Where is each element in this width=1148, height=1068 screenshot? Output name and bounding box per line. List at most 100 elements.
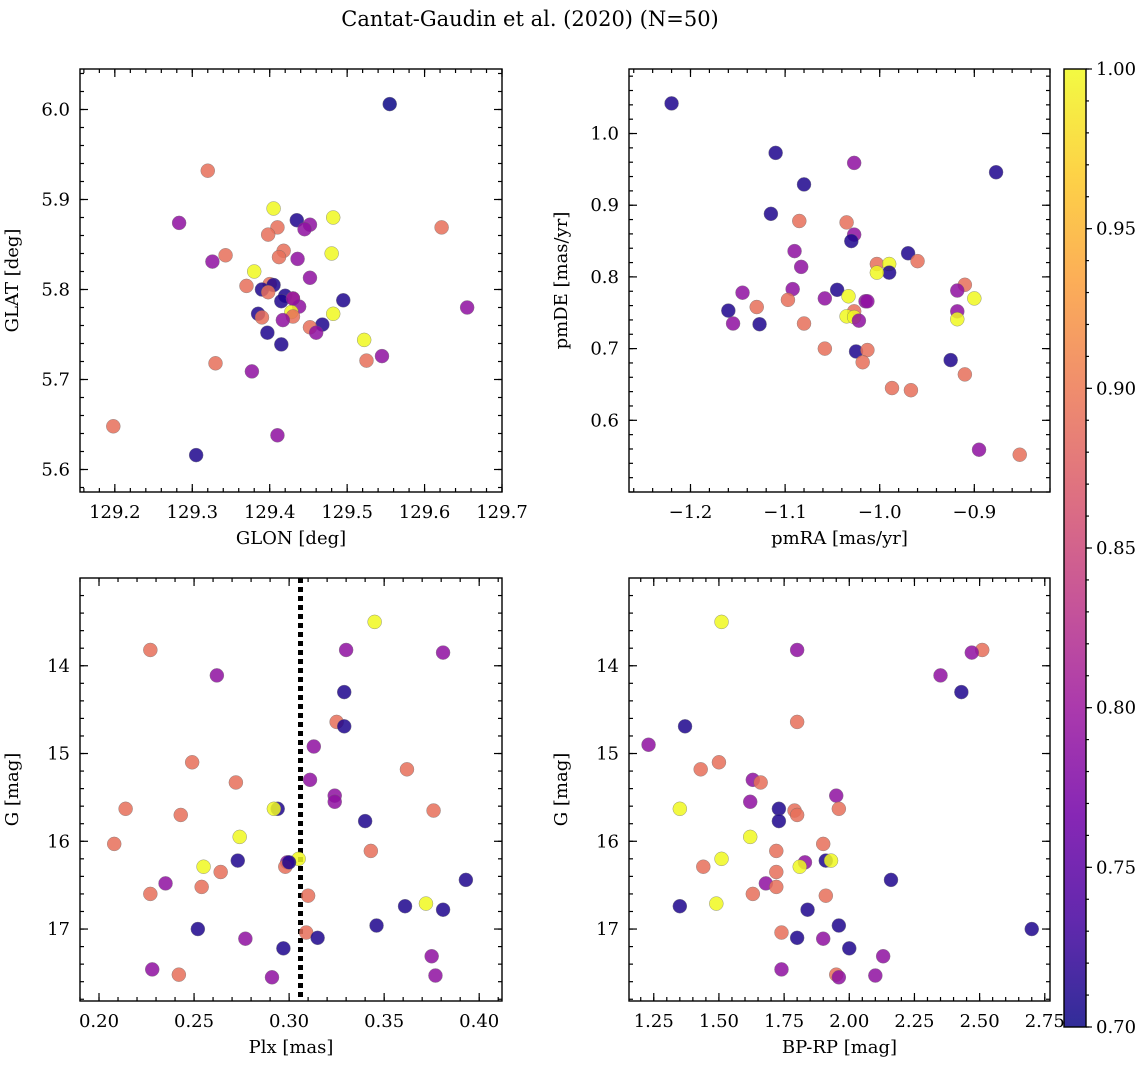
data-point — [881, 265, 897, 280]
data-point — [769, 843, 784, 859]
data-point — [823, 853, 839, 868]
y-tick-label: 5.7 — [41, 370, 70, 391]
data-point — [260, 325, 275, 340]
data-point — [860, 294, 875, 309]
data-point — [818, 888, 834, 903]
colorbar-tick-label: 0.85 — [1096, 538, 1136, 559]
data-point — [752, 317, 767, 332]
data-point — [842, 941, 857, 956]
data-point — [145, 962, 160, 977]
data-point — [266, 801, 282, 817]
y-tick-label: 14 — [596, 656, 619, 677]
data-point — [232, 829, 247, 845]
colorbar-tick-label: 0.75 — [1096, 857, 1136, 878]
data-point — [324, 246, 339, 261]
data-point — [264, 970, 280, 985]
data-point — [780, 292, 796, 308]
figure-title: Cantat-Gaudin et al. (2020) (N=50) — [341, 7, 719, 31]
data-point — [428, 968, 443, 983]
colorbar-tick-label: 0.90 — [1096, 378, 1136, 399]
data-point — [900, 246, 916, 261]
x-tick-label: 1.75 — [764, 1011, 804, 1032]
x-tick-label: 0.30 — [269, 1011, 309, 1032]
data-point — [831, 918, 847, 933]
panel-glon-glat: 129.2 129.3 129.4 129.5 129.6 129.7 5.6 5.7 5.8 5… — [2, 68, 528, 549]
data-point — [769, 864, 784, 880]
data-point — [308, 325, 324, 340]
data-point — [434, 220, 449, 235]
x-tick-label: −0.9 — [952, 502, 996, 523]
data-point — [709, 896, 724, 911]
data-point — [964, 645, 979, 660]
data-point — [1012, 447, 1027, 462]
x-tick-label: 129.3 — [167, 502, 219, 523]
data-point — [753, 775, 768, 790]
data-point — [693, 762, 708, 777]
data-point — [789, 807, 805, 823]
data-point — [228, 775, 244, 790]
x-tick-label: −1.0 — [858, 502, 902, 523]
y-tick-label: 0.9 — [590, 195, 619, 216]
data-point — [943, 352, 958, 368]
colorbar-gradient — [1064, 69, 1086, 1027]
data-point — [399, 762, 415, 777]
data-point — [260, 227, 276, 242]
data-point — [875, 949, 891, 964]
scatter-points — [106, 96, 475, 463]
colorbar-tick-label: 0.80 — [1096, 698, 1136, 719]
colorbar: 0.70 0.75 0.80 0.85 0.90 0.95 1.00 — [1063, 59, 1136, 1038]
data-point — [300, 888, 316, 903]
x-tick-label: 0.40 — [459, 1011, 499, 1032]
data-point — [336, 293, 351, 308]
data-point — [831, 801, 847, 817]
panel-pmra-pmde: −1.2 −1.1 −1.0 −0.9 0.6 0.7 0.8 0.9 1.0 pmRA [mas… — [551, 68, 1051, 549]
data-point — [672, 801, 688, 817]
axes-frame — [79, 577, 503, 1002]
data-point — [302, 772, 318, 788]
x-tick-label: −1.2 — [669, 502, 713, 523]
data-point — [768, 145, 783, 161]
data-point — [458, 872, 474, 888]
data-point — [967, 291, 982, 306]
x-axis-label: GLON [deg] — [236, 528, 346, 549]
data-point — [792, 213, 807, 229]
data-point — [971, 442, 987, 457]
data-point — [714, 614, 729, 630]
data-point — [743, 829, 758, 845]
data-point — [696, 859, 711, 874]
data-point — [184, 755, 200, 770]
data-point — [374, 348, 390, 364]
data-point — [238, 931, 253, 946]
y-tick-label: 6.0 — [41, 100, 70, 121]
colorbar-tick-label: 1.00 — [1096, 59, 1136, 80]
data-point — [816, 836, 831, 852]
data-point — [831, 970, 847, 985]
data-point — [426, 803, 441, 818]
data-point — [664, 96, 679, 111]
colorbar-tick-label: 0.70 — [1096, 1017, 1136, 1038]
y-tick-label: 5.6 — [41, 460, 70, 481]
axes-frame — [628, 577, 1051, 1002]
panel-bprp-g: 1.25 1.50 1.75 2.00 2.25 2.50 2.75 14 15 16 17 BP-R… — [551, 577, 1065, 1058]
data-point — [672, 899, 688, 914]
x-tick-label: 129.5 — [321, 502, 373, 523]
data-point — [774, 925, 789, 940]
data-point — [254, 310, 270, 325]
data-point — [769, 879, 784, 895]
data-point — [260, 285, 276, 300]
data-point — [271, 249, 287, 265]
data-point — [266, 201, 281, 216]
data-point — [274, 337, 289, 352]
data-point — [244, 364, 260, 379]
axes-frame — [628, 68, 1051, 493]
y-tick-label: 0.7 — [590, 339, 619, 360]
data-point — [356, 332, 372, 348]
data-point — [106, 419, 121, 434]
data-point — [957, 367, 973, 382]
y-axis-label: G [mag] — [551, 753, 572, 826]
x-axis-label: pmRA [mas/yr] — [771, 528, 908, 549]
data-point — [143, 642, 158, 658]
data-point — [796, 316, 812, 331]
data-point — [851, 313, 867, 328]
data-point — [677, 719, 693, 734]
